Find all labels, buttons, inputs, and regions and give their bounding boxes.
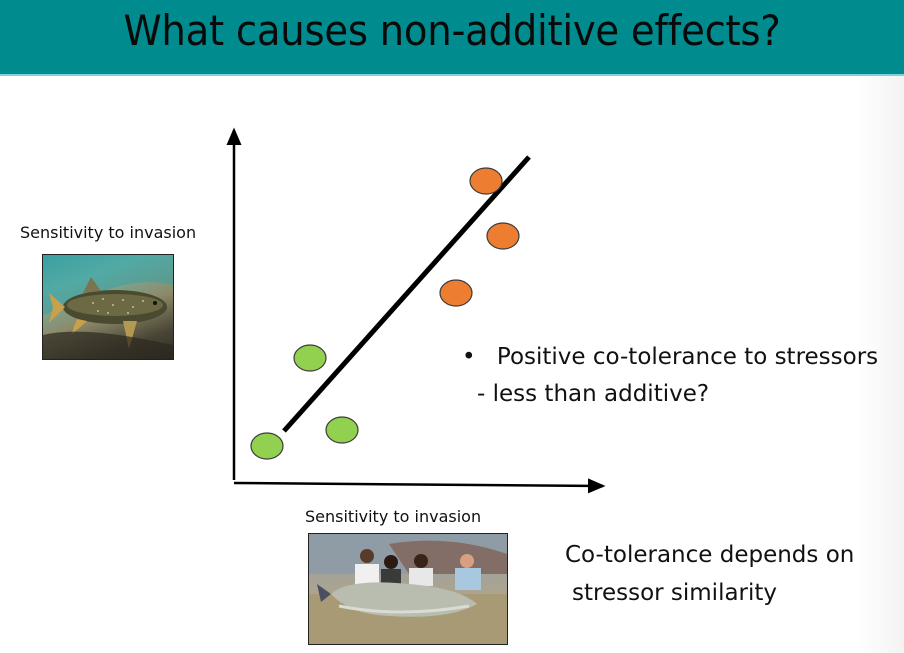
orange-data-point [439, 279, 473, 307]
note-line-1: Co-tolerance depends on [565, 542, 855, 568]
orange-data-point [486, 222, 520, 250]
orange-data-point [469, 167, 503, 195]
lake-trout-photo [42, 254, 174, 360]
bullet-item: • Positive co-tolerance to stressors [462, 344, 878, 370]
fish-illustration-icon [43, 255, 173, 359]
bullet-subitem: - less than additive? [477, 381, 710, 407]
slide-title: What causes non-additive effects? [123, 6, 781, 55]
green-data-point [293, 344, 327, 372]
green-data-point [250, 432, 284, 460]
title-banner: What causes non-additive effects? [0, 0, 904, 76]
green-data-point [325, 416, 359, 444]
x-axis [233, 478, 606, 494]
y-axis-label: Sensitivity to invasion [20, 223, 197, 242]
trend-line [282, 155, 531, 433]
x-axis-label: Sensitivity to invasion [305, 507, 482, 526]
catfish-catch-photo [308, 533, 508, 645]
slide-edge-shadow [858, 76, 904, 653]
bullet-text: Positive co-tolerance to stressors [496, 344, 879, 370]
note-line-2: stressor similarity [572, 580, 778, 606]
people-with-fish-illustration-icon [309, 534, 507, 644]
bullet-marker: • [462, 344, 476, 370]
